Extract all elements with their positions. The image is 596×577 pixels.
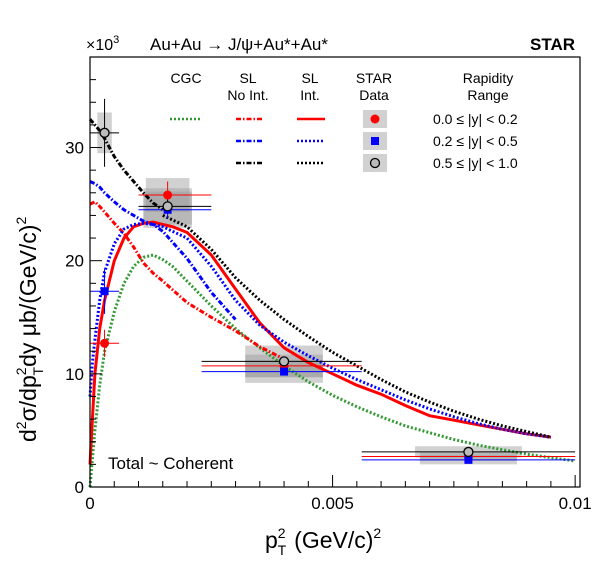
y-tick-label: 30 xyxy=(65,139,84,158)
data-marker-open-circle xyxy=(278,356,290,367)
data-markers xyxy=(99,127,474,464)
x-axis-label: p2 T (GeV/c)2 xyxy=(265,525,381,558)
data-marker-square xyxy=(100,287,109,296)
data-marker-open-circle xyxy=(463,446,474,458)
series-curve xyxy=(88,253,576,488)
data-marker-open-circle xyxy=(99,127,110,138)
experiment-label: STAR xyxy=(530,35,575,54)
legend-swatch-marker xyxy=(369,157,381,169)
legend-col-rapidity-1: Rapidity xyxy=(463,70,514,86)
legend-swatch-marker xyxy=(371,137,379,145)
legend-swatches xyxy=(170,110,387,172)
x-tick-label: 0.005 xyxy=(311,494,354,513)
model-curves xyxy=(88,118,576,488)
series-curve xyxy=(88,221,552,439)
y-multiplier: ×103 xyxy=(86,34,119,54)
series-curve xyxy=(89,200,285,361)
plot-frame xyxy=(89,56,581,488)
x-axis-ticks: 0 0.005 0.01 xyxy=(85,475,592,513)
legend-col-sl-int-1: SL xyxy=(301,70,318,86)
legend-col-rapidity-2: Range xyxy=(467,87,508,103)
series-curve xyxy=(88,220,552,465)
data-marker-square xyxy=(464,455,473,464)
y-axis-ticks: 0 10 20 30 xyxy=(65,56,102,497)
legend-col-cgc: CGC xyxy=(170,70,201,86)
chart-title: Au+Au → J/ψ+Au*+Au* xyxy=(150,35,328,54)
data-marker-circle xyxy=(163,190,173,200)
series-curve xyxy=(162,214,552,439)
annotation-total-coherent: Total ~ Coherent xyxy=(108,454,233,473)
legend-col-star-1: STAR xyxy=(356,70,392,86)
legend-col-sl-noint-1: SL xyxy=(239,70,256,86)
x-tick-label: 0.01 xyxy=(559,494,592,513)
legend-range-row-1: 0.0 ≤ |y| < 0.2 xyxy=(433,111,518,127)
legend-range-row-2: 0.2 ≤ |y| < 0.5 xyxy=(433,133,518,149)
y-tick-label: 0 xyxy=(75,478,84,497)
series-curve xyxy=(89,180,237,321)
y-tick-label: 20 xyxy=(65,252,84,271)
y-tick-label: 10 xyxy=(65,365,84,384)
legend-range-row-3: 0.5 ≤ |y| < 1.0 xyxy=(433,155,518,171)
legend-col-sl-int-2: Int. xyxy=(300,87,319,103)
legend: CGC SL No Int. SL Int. STAR Data Rapidit… xyxy=(170,70,518,172)
series-curve xyxy=(88,118,164,212)
y-axis-label: d2σ/dp2Tdy μb/(GeV/c)2 xyxy=(13,217,46,442)
legend-swatch-marker xyxy=(370,114,380,124)
x-tick-label: 0 xyxy=(85,494,94,513)
data-marker-circle xyxy=(100,338,110,348)
data-marker-open-circle xyxy=(162,201,173,212)
legend-col-star-2: Data xyxy=(359,87,389,103)
data-marker-square xyxy=(280,367,289,376)
legend-col-sl-noint-2: No Int. xyxy=(227,87,268,103)
